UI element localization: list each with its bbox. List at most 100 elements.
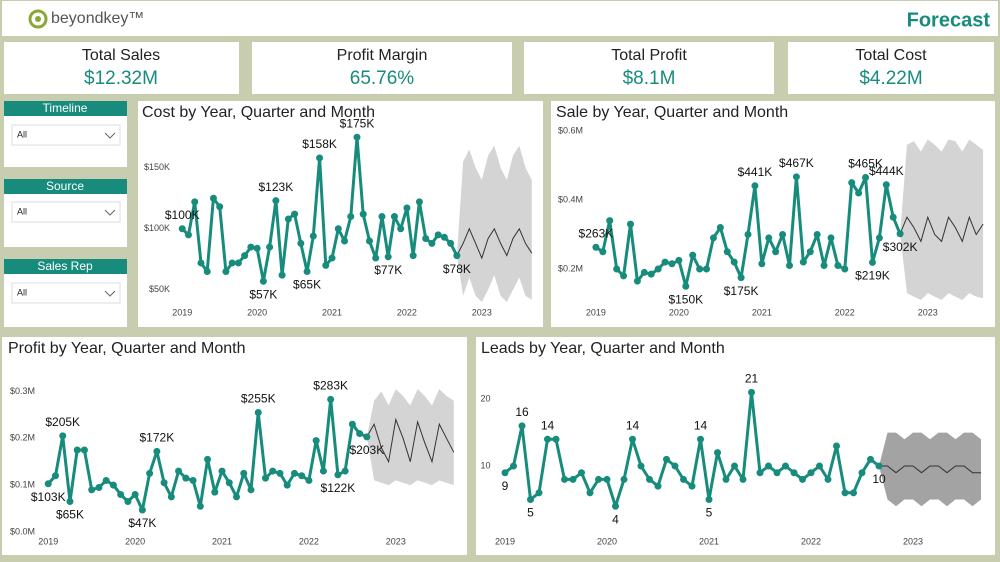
point: [204, 455, 212, 463]
point: [868, 258, 876, 266]
point: [705, 496, 713, 504]
point: [182, 474, 190, 482]
point: [73, 446, 81, 454]
point: [283, 481, 291, 489]
point: [341, 237, 349, 245]
x-tick-label: 2021: [699, 536, 719, 546]
forecast-band: [456, 145, 532, 302]
filter-header: [4, 259, 127, 274]
point: [175, 467, 183, 475]
point: [359, 210, 367, 218]
point: [278, 271, 286, 279]
point: [124, 498, 132, 506]
point: [867, 455, 874, 463]
x-tick-label: 2019: [495, 536, 515, 546]
point: [312, 437, 320, 445]
point: [327, 395, 335, 403]
filter[interactable]: Source All: [4, 179, 127, 247]
point: [807, 469, 815, 477]
x-tick-label: 2023: [903, 536, 923, 546]
point: [216, 203, 224, 211]
data-label: $78K: [443, 262, 471, 276]
point: [247, 243, 255, 251]
point: [527, 496, 534, 504]
point: [620, 272, 628, 280]
chevron: [104, 132, 116, 139]
filter-header: [4, 101, 127, 116]
logo-icon: [28, 9, 48, 29]
header-bar: [2, 1, 998, 36]
kpi-card: [252, 42, 512, 94]
point: [372, 254, 380, 262]
point: [663, 455, 670, 463]
point: [167, 493, 175, 501]
data-label: $255K: [241, 392, 276, 406]
dropdown[interactable]: [11, 124, 121, 146]
point: [66, 498, 74, 506]
data-label: $219K: [855, 269, 890, 283]
point: [510, 462, 517, 470]
point: [586, 489, 594, 497]
data-label: $123K: [259, 180, 294, 194]
point: [751, 182, 759, 190]
data-label: 14: [694, 418, 708, 432]
point: [646, 475, 653, 483]
point: [291, 210, 299, 218]
point: [675, 256, 683, 264]
point: [875, 462, 883, 470]
point: [184, 231, 192, 239]
point: [595, 475, 602, 483]
point: [322, 261, 330, 269]
dropdown[interactable]: [11, 201, 121, 223]
point: [209, 194, 217, 202]
data-label: $65K: [293, 278, 321, 292]
point: [714, 449, 721, 457]
kpi-value: $12.32M: [84, 68, 158, 89]
point: [858, 469, 866, 477]
point: [779, 230, 787, 238]
data-label: $175K: [340, 116, 375, 130]
forecast-line: [456, 227, 533, 260]
point: [612, 502, 619, 510]
data-label: $65K: [56, 508, 84, 522]
data-label: $283K: [313, 379, 348, 393]
point: [737, 274, 745, 282]
point: [191, 198, 199, 206]
point: [637, 462, 645, 470]
point: [272, 197, 280, 205]
filter[interactable]: Sales Rep All: [4, 259, 127, 327]
kpi-label: Total Sales: [82, 47, 160, 64]
kpi-value: $4.22M: [859, 68, 922, 89]
point: [841, 489, 849, 497]
point: [390, 213, 398, 221]
point: [824, 475, 832, 483]
point: [629, 435, 636, 443]
forecast-line: [366, 417, 455, 464]
point: [269, 467, 277, 475]
point: [228, 259, 236, 267]
point: [875, 234, 883, 242]
data-label: $465K: [848, 157, 883, 171]
x-tick-label: 2020: [125, 536, 145, 546]
dropdown[interactable]: [11, 282, 121, 304]
point: [203, 267, 211, 275]
filter[interactable]: Timeline All: [4, 101, 127, 167]
point: [348, 420, 356, 428]
point: [95, 483, 103, 491]
point: [773, 469, 781, 477]
point: [501, 469, 509, 477]
point: [731, 462, 738, 470]
point: [59, 432, 67, 440]
point: [153, 447, 161, 455]
point: [544, 435, 551, 443]
point: [722, 475, 730, 483]
y-tick-label: $0.3M: [10, 386, 35, 396]
point: [259, 277, 267, 285]
point: [440, 233, 448, 241]
point: [613, 265, 621, 273]
x-tick-label: 2022: [801, 536, 821, 546]
data-label: $158K: [302, 137, 337, 151]
point: [606, 217, 614, 225]
chart-title: Cost by Year, Quarter and Month: [142, 104, 375, 121]
point: [786, 262, 793, 270]
